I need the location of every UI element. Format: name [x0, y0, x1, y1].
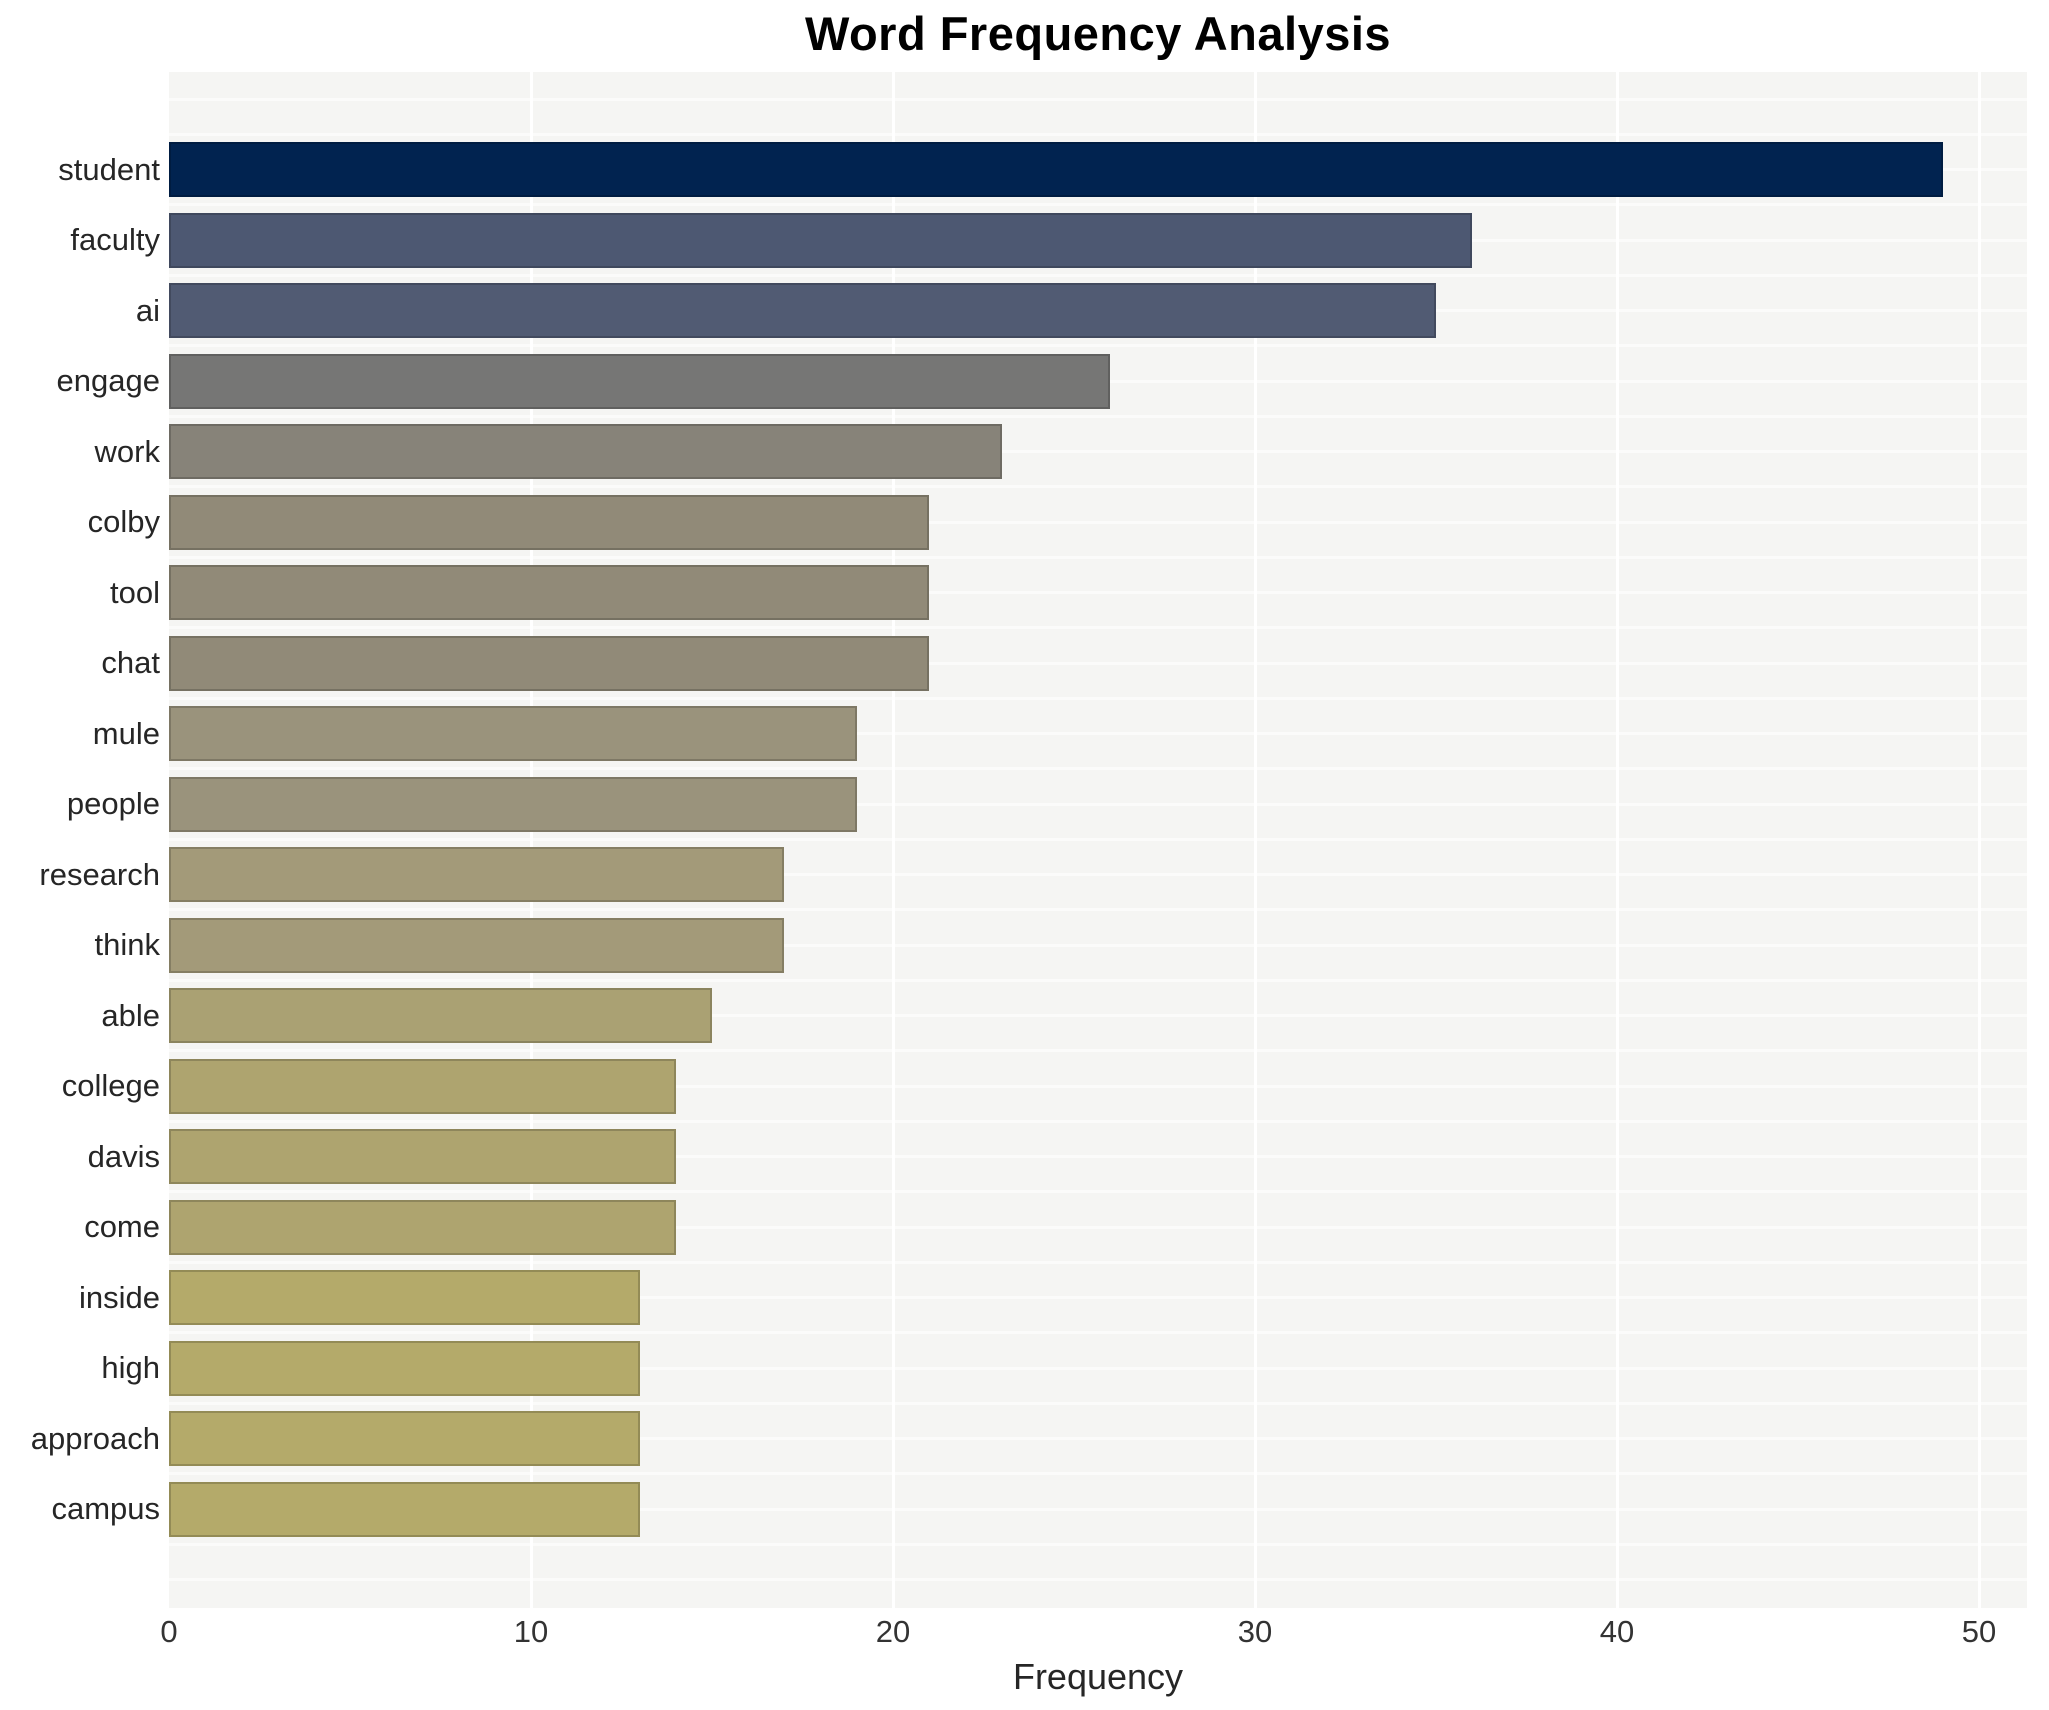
category-label-colby: colby — [87, 504, 160, 539]
category-label-college: college — [61, 1068, 160, 1103]
gridline-horizontal — [169, 414, 2027, 418]
bar-tool — [169, 565, 930, 620]
x-axis-title: Frequency — [1012, 1656, 1184, 1697]
gridline-horizontal — [169, 1260, 2027, 1264]
plot-area — [169, 72, 2027, 1608]
gridline-horizontal — [169, 696, 2027, 700]
gridline-horizontal — [169, 203, 2027, 207]
bar-high — [169, 1340, 640, 1396]
gridline-vertical — [1253, 72, 1257, 1608]
gridline-horizontal — [169, 1296, 2027, 1299]
gridline-horizontal — [169, 837, 2027, 841]
bar-colby — [169, 494, 930, 550]
gridline-horizontal — [169, 485, 2027, 489]
gridline-horizontal — [169, 591, 2027, 594]
x-tick-0: 0 — [160, 1614, 178, 1649]
bar-college — [169, 1058, 676, 1114]
bar-inside — [169, 1270, 640, 1325]
gridline-vertical — [1615, 72, 1619, 1608]
category-label-people: people — [66, 786, 160, 821]
category-label-student: student — [58, 151, 160, 187]
category-label-chat: chat — [101, 645, 160, 680]
gridline-horizontal — [169, 1366, 2027, 1370]
bar-ai — [169, 283, 1436, 338]
gridline-horizontal — [169, 1049, 2027, 1053]
category-label-high: high — [101, 1350, 160, 1385]
category-label-davis: davis — [87, 1138, 160, 1174]
category-label-approach: approach — [30, 1420, 160, 1456]
gridline-horizontal — [169, 1014, 2027, 1017]
gridline-horizontal — [169, 873, 2027, 876]
gridline-horizontal — [169, 1331, 2027, 1335]
bar-work — [169, 424, 1002, 479]
category-label-inside: inside — [79, 1279, 160, 1315]
gridline-horizontal — [169, 908, 2027, 912]
category-label-come: come — [84, 1209, 160, 1244]
category-label-able: able — [101, 997, 160, 1033]
gridline-horizontal — [169, 1542, 2027, 1546]
gridline-horizontal — [169, 520, 2027, 524]
gridline-horizontal — [169, 767, 2027, 771]
bar-faculty — [169, 212, 1473, 268]
bar-come — [169, 1199, 676, 1255]
x-tick-20: 20 — [875, 1614, 911, 1649]
bar-chat — [169, 635, 930, 691]
bar-mule — [169, 706, 857, 761]
gridline-horizontal — [169, 626, 2027, 630]
chart-title: Word Frequency Analysis — [804, 7, 1392, 60]
gridline-horizontal — [169, 1507, 2027, 1511]
category-label-research: research — [39, 856, 160, 892]
gridline-horizontal — [169, 97, 2027, 101]
bar-people — [169, 776, 857, 832]
gridline-horizontal — [169, 732, 2027, 735]
gridline-horizontal — [169, 450, 2027, 453]
category-label-work: work — [94, 433, 160, 469]
gridline-horizontal — [169, 1401, 2027, 1405]
gridline-horizontal — [169, 132, 2027, 136]
bar-campus — [169, 1481, 640, 1537]
gridline-horizontal — [169, 943, 2027, 947]
x-tick-10: 10 — [513, 1614, 549, 1649]
category-label-mule: mule — [92, 715, 160, 751]
bar-think — [169, 917, 785, 973]
bar-student — [169, 142, 1943, 197]
gridline-horizontal — [169, 1225, 2027, 1229]
gridline-vertical — [1977, 72, 1981, 1608]
category-label-tool: tool — [110, 574, 160, 610]
x-tick-30: 30 — [1237, 1614, 1273, 1649]
category-label-think: think — [94, 927, 160, 962]
gridline-horizontal — [169, 1155, 2027, 1158]
gridline-horizontal — [169, 1472, 2027, 1476]
gridline-horizontal — [169, 1119, 2027, 1123]
bar-davis — [169, 1129, 676, 1184]
bar-approach — [169, 1411, 640, 1466]
x-tick-50: 50 — [1961, 1614, 1997, 1649]
gridline-horizontal — [169, 1578, 2027, 1581]
gridline-vertical — [529, 72, 533, 1608]
bar-engage — [169, 353, 1111, 409]
gridline-horizontal — [169, 1190, 2027, 1194]
category-label-campus: campus — [51, 1491, 160, 1526]
x-tick-40: 40 — [1599, 1614, 1635, 1649]
gridline-horizontal — [169, 273, 2027, 277]
gridline-horizontal — [169, 1437, 2027, 1440]
category-label-engage: engage — [56, 363, 160, 398]
gridline-horizontal — [169, 802, 2027, 806]
category-label-faculty: faculty — [70, 222, 160, 257]
gridline-vertical — [891, 72, 895, 1608]
gridline-horizontal — [169, 344, 2027, 348]
bar-research — [169, 847, 785, 902]
gridline-horizontal — [169, 661, 2027, 665]
bar-able — [169, 988, 712, 1043]
category-label-ai: ai — [135, 292, 160, 328]
gridline-horizontal — [169, 978, 2027, 982]
gridline-horizontal — [169, 555, 2027, 559]
gridline-horizontal — [169, 1084, 2027, 1088]
